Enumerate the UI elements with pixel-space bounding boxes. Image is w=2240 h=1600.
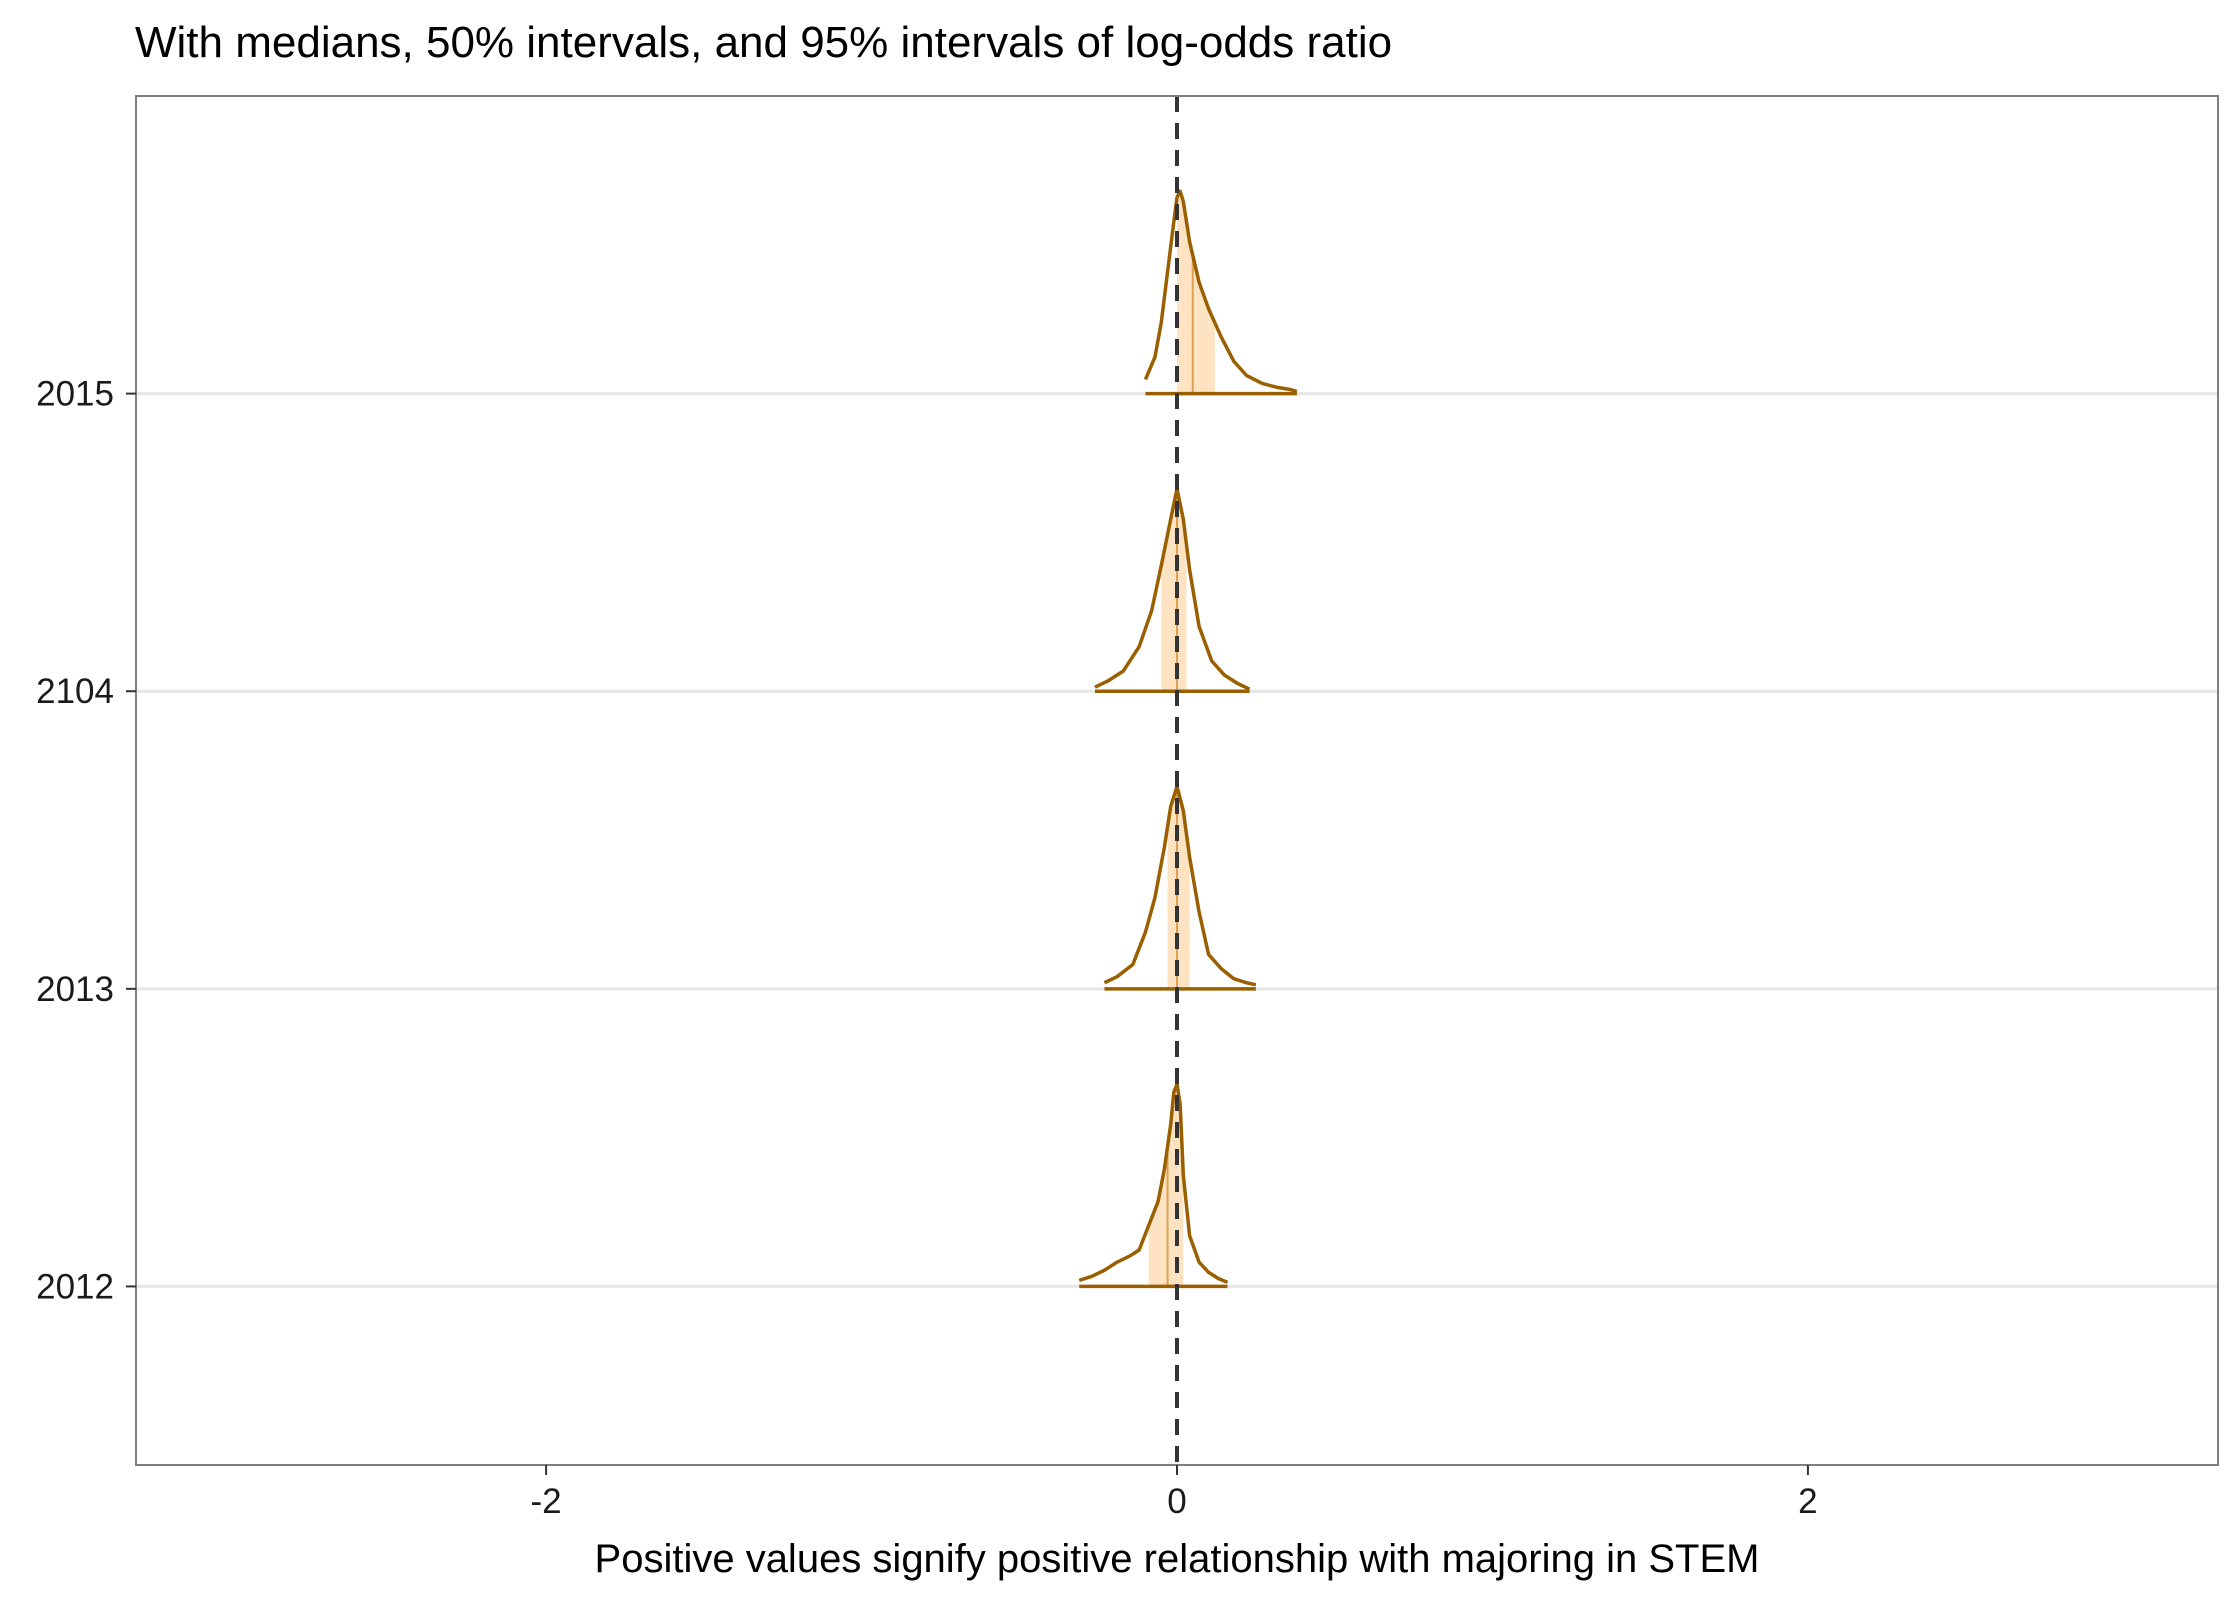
x-tick-label: -2: [531, 1482, 562, 1521]
x-axis-ticks: -2 0 2: [531, 1465, 1818, 1521]
x-axis-label: Positive values signify positive relatio…: [595, 1537, 1760, 1581]
y-axis-ticks: 2012 2013 2104 2015: [36, 375, 136, 1306]
density-layer: [1078, 189, 1298, 1289]
interval-50-2015: [1177, 191, 1215, 394]
y-tick-label-2013: 2013: [36, 970, 114, 1009]
x-tick-label: 0: [1167, 1482, 1186, 1521]
y-tick-label-2015: 2015: [36, 375, 114, 414]
density-2015: [1143, 189, 1298, 394]
interval-50-2012: [1148, 1084, 1184, 1287]
x-tick-label: 2: [1798, 1482, 1817, 1521]
y-tick-label-2104: 2104: [36, 672, 114, 711]
chart-title: With medians, 50% intervals, and 95% int…: [135, 18, 1392, 67]
y-tick-label-2012: 2012: [36, 1267, 114, 1306]
density-2013: [1103, 784, 1257, 987]
density-2012: [1078, 1082, 1229, 1284]
